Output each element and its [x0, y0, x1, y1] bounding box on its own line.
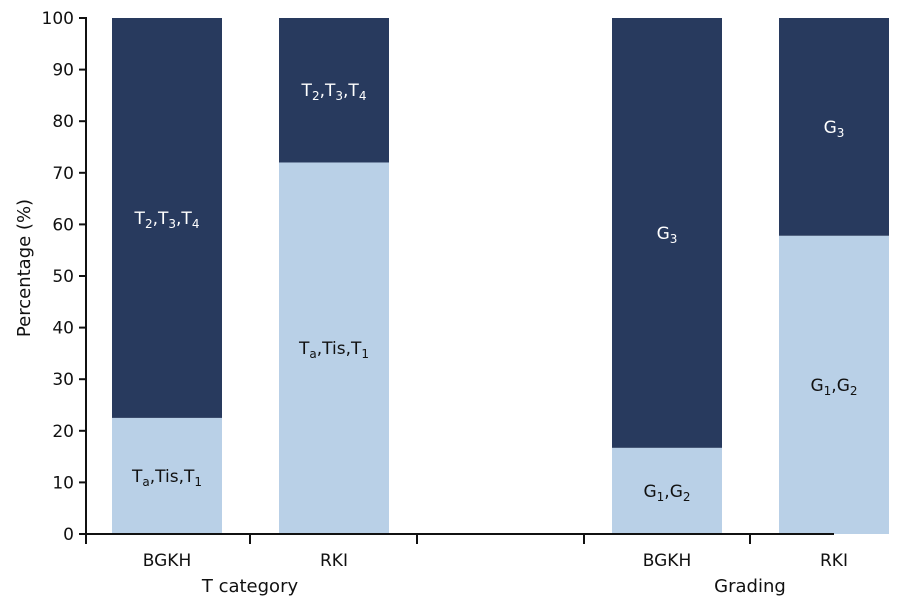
segment-label-rki-lower: G1,G2	[810, 376, 857, 398]
y-tick-label: 70	[52, 164, 74, 184]
bars-layer	[112, 18, 889, 535]
group-label-t-category: T category	[201, 576, 299, 597]
y-tick-label: 100	[42, 9, 74, 29]
y-tick-label: 30	[52, 370, 74, 390]
segment-label-rki-lower: Ta,Tis,T1	[298, 339, 369, 361]
y-tick-label: 10	[52, 473, 74, 493]
y-tick-label: 40	[52, 319, 74, 339]
bar-segment-grading-bgkh-lower	[612, 447, 722, 534]
y-tick-label: 50	[52, 267, 74, 287]
group-label-grading: Grading	[714, 576, 786, 597]
y-tick-label: 20	[52, 422, 74, 442]
labels-layer: Ta,Tis,T1 T2,T3,T4 BGKH Ta,Tis,T1 T2,T3,T4 RK…	[14, 9, 858, 597]
category-label-bgkh: BGKH	[643, 551, 691, 571]
category-label-rki: RKI	[820, 551, 848, 571]
segment-label-bgkh-upper: T2,T3,T4	[134, 209, 200, 231]
segment-label-bgkh-lower: G1,G2	[643, 482, 690, 504]
bar-segment-t-category-bgkh-upper	[112, 18, 222, 418]
y-axis-title: Percentage (%)	[14, 199, 35, 337]
bar-segment-grading-rki-lower	[779, 235, 889, 534]
bar-segment-grading-bgkh-upper	[612, 18, 722, 448]
y-tick-label: 0	[63, 525, 74, 545]
y-tick-label: 90	[52, 61, 74, 81]
segment-label-rki-upper: T2,T3,T4	[301, 81, 367, 103]
segment-label-bgkh-lower: Ta,Tis,T1	[131, 467, 202, 489]
bar-segment-t-category-rki-lower	[279, 162, 389, 535]
segment-label-bgkh-upper: G3	[657, 224, 678, 246]
segment-label-rki-upper: G3	[824, 118, 845, 140]
bar-segment-grading-rki-upper	[779, 18, 889, 236]
bar-segment-t-category-bgkh-lower	[112, 417, 222, 534]
category-label-bgkh: BGKH	[143, 551, 191, 571]
axes-layer	[79, 17, 834, 544]
bar-segment-t-category-rki-upper	[279, 18, 389, 163]
y-tick-label: 80	[52, 112, 74, 132]
category-label-rki: RKI	[320, 551, 348, 571]
y-tick-label: 60	[52, 215, 74, 235]
